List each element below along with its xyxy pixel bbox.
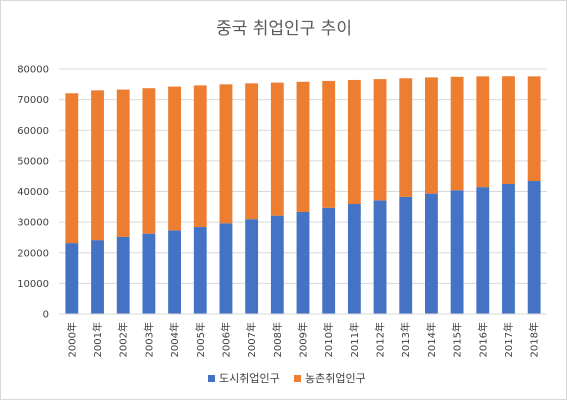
bar-rural-16 <box>476 76 490 188</box>
bar-urban-8 <box>270 215 284 314</box>
x-tick-label: 2017年 <box>502 322 515 357</box>
bar-rural-4 <box>168 86 181 231</box>
bar-rural-18 <box>527 76 541 182</box>
bar-urban-15 <box>450 190 464 314</box>
y-tick-label: 40000 <box>17 187 49 198</box>
legend: 도시취업인구 농촌취업인구 <box>208 372 366 385</box>
bar-urban-4 <box>168 230 181 314</box>
bar-rural-11 <box>347 79 361 205</box>
legend-swatch-0 <box>208 375 215 382</box>
bar-urban-0 <box>65 243 79 314</box>
x-tick-label: 2004年 <box>168 322 181 357</box>
bar-rural-15 <box>450 76 464 191</box>
y-tick-label: 70000 <box>17 95 49 106</box>
bar-rural-1 <box>91 90 104 241</box>
bar-rural-7 <box>245 83 259 220</box>
x-tick-label: 2012年 <box>374 322 387 357</box>
bar-urban-12 <box>373 200 387 314</box>
bar-rural-6 <box>219 84 233 224</box>
x-tick-label: 2008年 <box>271 322 284 357</box>
bar-rural-2 <box>116 89 130 237</box>
x-tick-label: 2010年 <box>322 322 335 357</box>
bar-urban-18 <box>527 181 541 314</box>
bar-rural-0 <box>65 93 79 244</box>
bar-rural-9 <box>296 81 310 212</box>
bar-urban-1 <box>91 240 104 314</box>
bar-urban-11 <box>347 204 361 314</box>
bar-urban-16 <box>476 187 490 314</box>
bar-urban-10 <box>322 207 336 314</box>
bar-urban-13 <box>399 196 413 314</box>
x-tick-label: 2003年 <box>142 322 155 357</box>
bar-rural-13 <box>399 78 413 197</box>
bars <box>65 76 541 314</box>
x-axis: 2000年 2001年 2002年 2003年 2004年 2005年 2006年 2007年… <box>59 313 547 357</box>
bar-urban-2 <box>116 236 130 314</box>
y-tick-label: 60000 <box>17 126 49 137</box>
y-tick-label: 10000 <box>17 279 49 290</box>
x-tick-label: 2018年 <box>528 322 541 357</box>
bar-urban-5 <box>193 227 207 314</box>
x-tick-label: 2009年 <box>297 322 310 357</box>
x-tick-label: 2016年 <box>476 322 489 357</box>
x-tick-label: 2001年 <box>91 322 104 357</box>
bar-rural-3 <box>142 88 156 234</box>
x-tick-label: 2000年 <box>65 322 78 357</box>
legend-label-1: 농촌취업인구 <box>305 372 366 385</box>
y-tick-label: 50000 <box>17 156 49 167</box>
bar-rural-5 <box>193 85 207 228</box>
bar-rural-8 <box>270 82 284 216</box>
bar-urban-7 <box>245 219 259 314</box>
x-tick-label: 2011年 <box>348 322 361 357</box>
bar-urban-6 <box>219 223 233 314</box>
bar-urban-3 <box>142 233 156 314</box>
x-tick-label: 2015年 <box>451 322 464 357</box>
legend-swatch-1 <box>294 375 301 382</box>
legend-label-0: 도시취업인구 <box>219 372 280 385</box>
bar-urban-17 <box>502 183 515 314</box>
bar-rural-12 <box>373 79 387 201</box>
y-tick-label: 80000 <box>17 65 49 76</box>
y-tick-label: 0 <box>43 310 49 321</box>
bar-rural-17 <box>502 76 515 184</box>
bar-urban-14 <box>425 193 438 314</box>
x-tick-label: 2006年 <box>219 322 232 357</box>
x-tick-label: 2005年 <box>194 322 207 357</box>
x-tick-label: 2007年 <box>245 322 258 357</box>
x-tick-label: 2002年 <box>117 322 130 357</box>
bar-rural-10 <box>322 80 336 208</box>
y-tick-label: 20000 <box>17 248 49 259</box>
bar-rural-14 <box>425 77 438 194</box>
bar-urban-9 <box>296 211 310 314</box>
x-tick-label: 2013年 <box>399 322 412 357</box>
x-tick-label: 2014年 <box>425 322 438 357</box>
y-axis: 0 10000 20000 30000 40000 50000 60000 70000 8000… <box>17 65 49 321</box>
y-tick-label: 30000 <box>17 218 49 229</box>
chart-title: 중국 취업인구 추이 <box>216 19 352 39</box>
